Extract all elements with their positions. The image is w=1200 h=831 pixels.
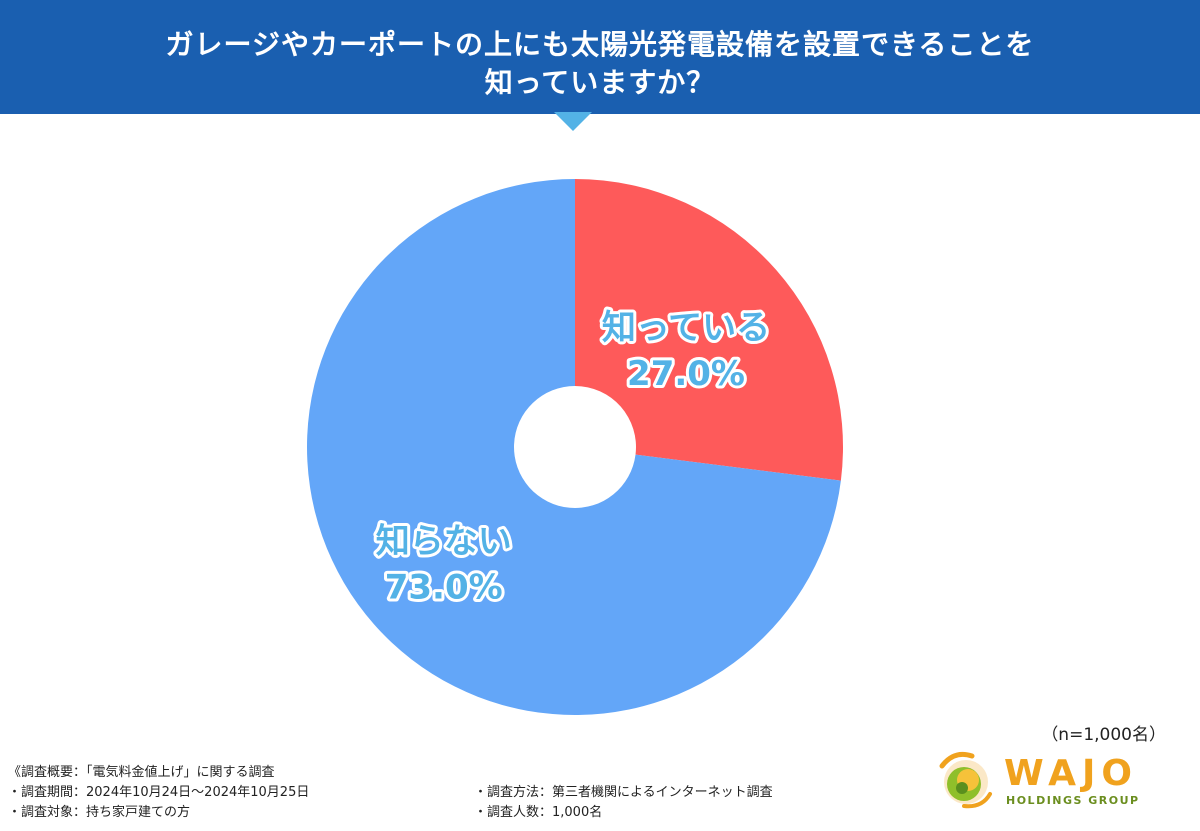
survey-period: ・調査期間：2024年10月24日〜2024年10月25日 [8, 785, 310, 800]
chart-title-line1: ガレージやカーポートの上にも太陽光発電設備を設置できることを [165, 28, 1035, 61]
slice-label-1: 知っている [602, 308, 770, 348]
survey-notes: 《調査概要：「電気料金値上げ」に関する調査 ・調査期間：2024年10月24日〜… [8, 764, 908, 830]
pie-slice-2 [306, 178, 841, 715]
sample-size: （n=1,000名） [1041, 725, 1166, 745]
logo-globe-icon [939, 751, 992, 809]
survey-target: ・調査対象：持ち家戸建ての方 [8, 805, 191, 820]
logo-subtitle: HOLDINGS GROUP [1006, 794, 1140, 807]
chart-title: ガレージやカーポートの上にも太陽光発電設備を設置できることを 知っていますか？ [0, 26, 1200, 102]
pie-slice-1 [575, 179, 843, 481]
title-pointer-icon [554, 112, 592, 131]
slice-label-2: 知らない [376, 522, 512, 562]
survey-respondents: ・調査人数：1,000名 [474, 805, 603, 820]
logo-wordmark: WAJO [1004, 753, 1138, 794]
survey-overview: 《調査概要：「電気料金値上げ」に関する調査 [8, 765, 275, 780]
survey-method: ・調査方法：第三者機関によるインターネット調査 [474, 785, 773, 800]
title-banner: ガレージやカーポートの上にも太陽光発電設備を設置できることを 知っていますか？ [0, 0, 1200, 114]
chart-title-line2: 知っていますか？ [484, 66, 716, 99]
company-logo: WAJO HOLDINGS GROUP [934, 748, 1164, 818]
slice-value-1: 27.0% [627, 354, 745, 394]
slice-value-2: 73.0% [385, 568, 503, 608]
